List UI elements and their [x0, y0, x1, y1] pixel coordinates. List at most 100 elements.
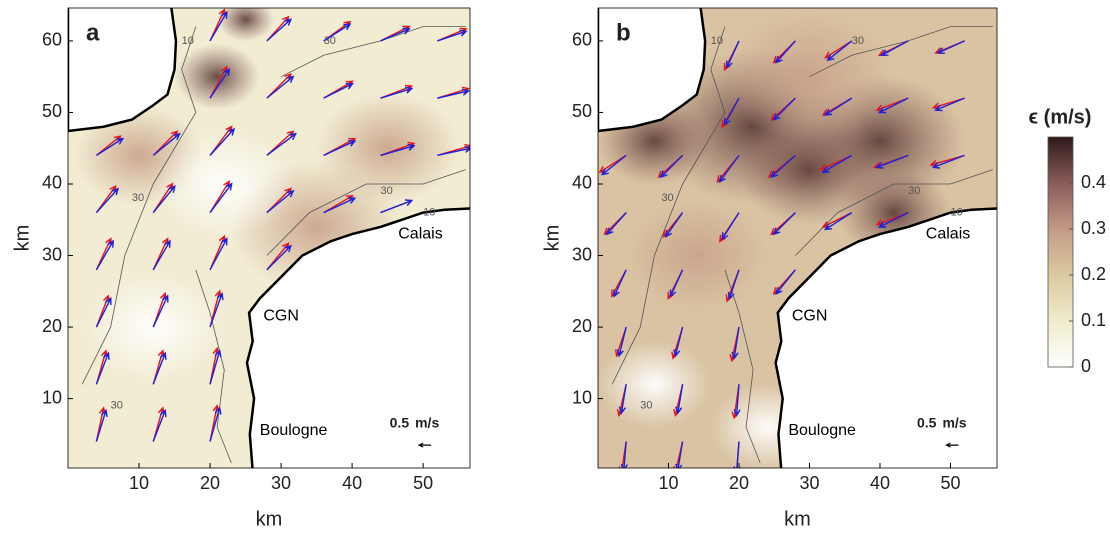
- contour-label: 30: [381, 185, 393, 197]
- contour-label: 10: [182, 35, 194, 47]
- velocity-arrow: [152, 408, 167, 442]
- velocity-arrow: [775, 40, 796, 64]
- scale-value: 0.5: [917, 414, 937, 430]
- plot-frame: [67, 7, 471, 469]
- velocity-arrow: [266, 190, 295, 214]
- velocity-arrow: [323, 23, 352, 42]
- velocity-arrow: [95, 239, 114, 271]
- velocity-arrow: [821, 154, 853, 173]
- y-tick-label: 40: [42, 173, 62, 193]
- velocity-arrow: [934, 97, 965, 112]
- velocity-arrow: [718, 154, 740, 184]
- field-shading: [625, 200, 768, 311]
- velocity-arrow: [209, 349, 222, 385]
- colorbar-label: ϵ (m/s): [1029, 106, 1092, 128]
- x-tick-label: 10: [129, 473, 149, 493]
- velocity-arrow: [931, 154, 965, 169]
- scale-value: 0.5: [390, 414, 410, 430]
- velocity-arrow: [772, 212, 796, 236]
- plot-frame: [597, 7, 998, 469]
- panel-label: b: [616, 19, 631, 46]
- x-tick-label: 30: [271, 473, 291, 493]
- velocity-arrow: [152, 351, 167, 385]
- velocity-arrow: [95, 408, 108, 442]
- velocity-arrow: [95, 187, 120, 214]
- colorbar-tick-label: 0.4: [1081, 172, 1106, 192]
- velocity-arrow: [209, 182, 233, 214]
- contour-label: 30: [661, 192, 673, 204]
- contour-line: [81, 26, 197, 385]
- field-shading: [217, 8, 274, 42]
- colorbar-tick-label: 0.2: [1081, 264, 1106, 284]
- contour-label: 10: [950, 207, 962, 219]
- y-tick-label: 50: [42, 101, 62, 121]
- velocity-arrow: [731, 326, 740, 360]
- land: [245, 207, 470, 468]
- place-label: Boulogne: [260, 422, 328, 439]
- contour-label: 30: [111, 400, 123, 412]
- velocity-arrow: [727, 269, 740, 301]
- velocity-arrow: [600, 154, 627, 176]
- map-panel: 30 30 10 30 10 30: [598, 8, 997, 468]
- velocity-arrow: [95, 296, 112, 328]
- velocity-arrow: [618, 384, 627, 415]
- velocity-arrow: [675, 384, 684, 415]
- colorbar: [1047, 136, 1074, 368]
- velocity-arrow: [770, 154, 796, 179]
- contour-line: [809, 26, 993, 78]
- y-tick-label: 50: [572, 101, 592, 121]
- velocity-arrow: [673, 326, 684, 358]
- velocity-arrow: [437, 29, 468, 42]
- velocity-arrow: [380, 143, 416, 157]
- x-tick-label: 20: [200, 473, 220, 493]
- velocity-arrow: [323, 83, 354, 99]
- y-axis-label: km: [541, 225, 563, 252]
- velocity-arrow: [605, 212, 627, 236]
- y-tick-label: 20: [42, 316, 62, 336]
- velocity-arrow: [620, 441, 628, 468]
- velocity-arrow: [209, 10, 228, 42]
- velocity-arrow: [726, 40, 740, 69]
- velocity-arrow: [880, 40, 909, 57]
- y-tick-label: 40: [572, 173, 592, 193]
- scale-arrow: [945, 442, 959, 448]
- contour-line: [266, 169, 466, 256]
- velocity-arrow: [323, 140, 357, 157]
- place-label: Boulogne: [788, 422, 856, 439]
- velocity-arrow: [266, 244, 292, 271]
- colorbar-tick-label: 0.1: [1081, 310, 1106, 330]
- velocity-arrow: [152, 294, 169, 328]
- scale-unit: m/s: [942, 414, 966, 430]
- land: [68, 8, 178, 133]
- velocity-arrow: [437, 145, 470, 157]
- velocity-arrow: [877, 97, 909, 114]
- velocity-arrow: [380, 27, 411, 42]
- y-tick-label: 60: [572, 30, 592, 50]
- velocity-arrow: [152, 132, 181, 156]
- velocity-arrow: [266, 18, 293, 42]
- velocity-arrow: [824, 212, 853, 231]
- contour-label: 30: [640, 400, 652, 412]
- land: [598, 8, 707, 133]
- x-tick-label: 50: [413, 473, 433, 493]
- place-label: Calais: [398, 225, 442, 242]
- velocity-arrow: [380, 86, 414, 99]
- velocity-arrow: [669, 269, 684, 298]
- velocity-arrow: [96, 137, 125, 156]
- y-tick-label: 20: [572, 316, 592, 336]
- map-panel: 30 30 10 30 10 30: [68, 8, 470, 468]
- velocity-arrow: [209, 406, 222, 442]
- velocity-arrow: [613, 269, 627, 298]
- velocity-arrow: [95, 351, 110, 385]
- field-shading: [316, 93, 459, 204]
- x-tick-label: 20: [729, 473, 749, 493]
- velocity-arrow: [209, 291, 224, 328]
- velocity-arrow: [152, 239, 171, 271]
- velocity-arrow: [721, 212, 740, 241]
- velocity-arrow: [733, 384, 741, 418]
- x-tick-label: 40: [870, 473, 890, 493]
- velocity-arrow: [675, 441, 684, 468]
- contour-label: 30: [132, 192, 144, 204]
- contour-label: 30: [852, 35, 864, 47]
